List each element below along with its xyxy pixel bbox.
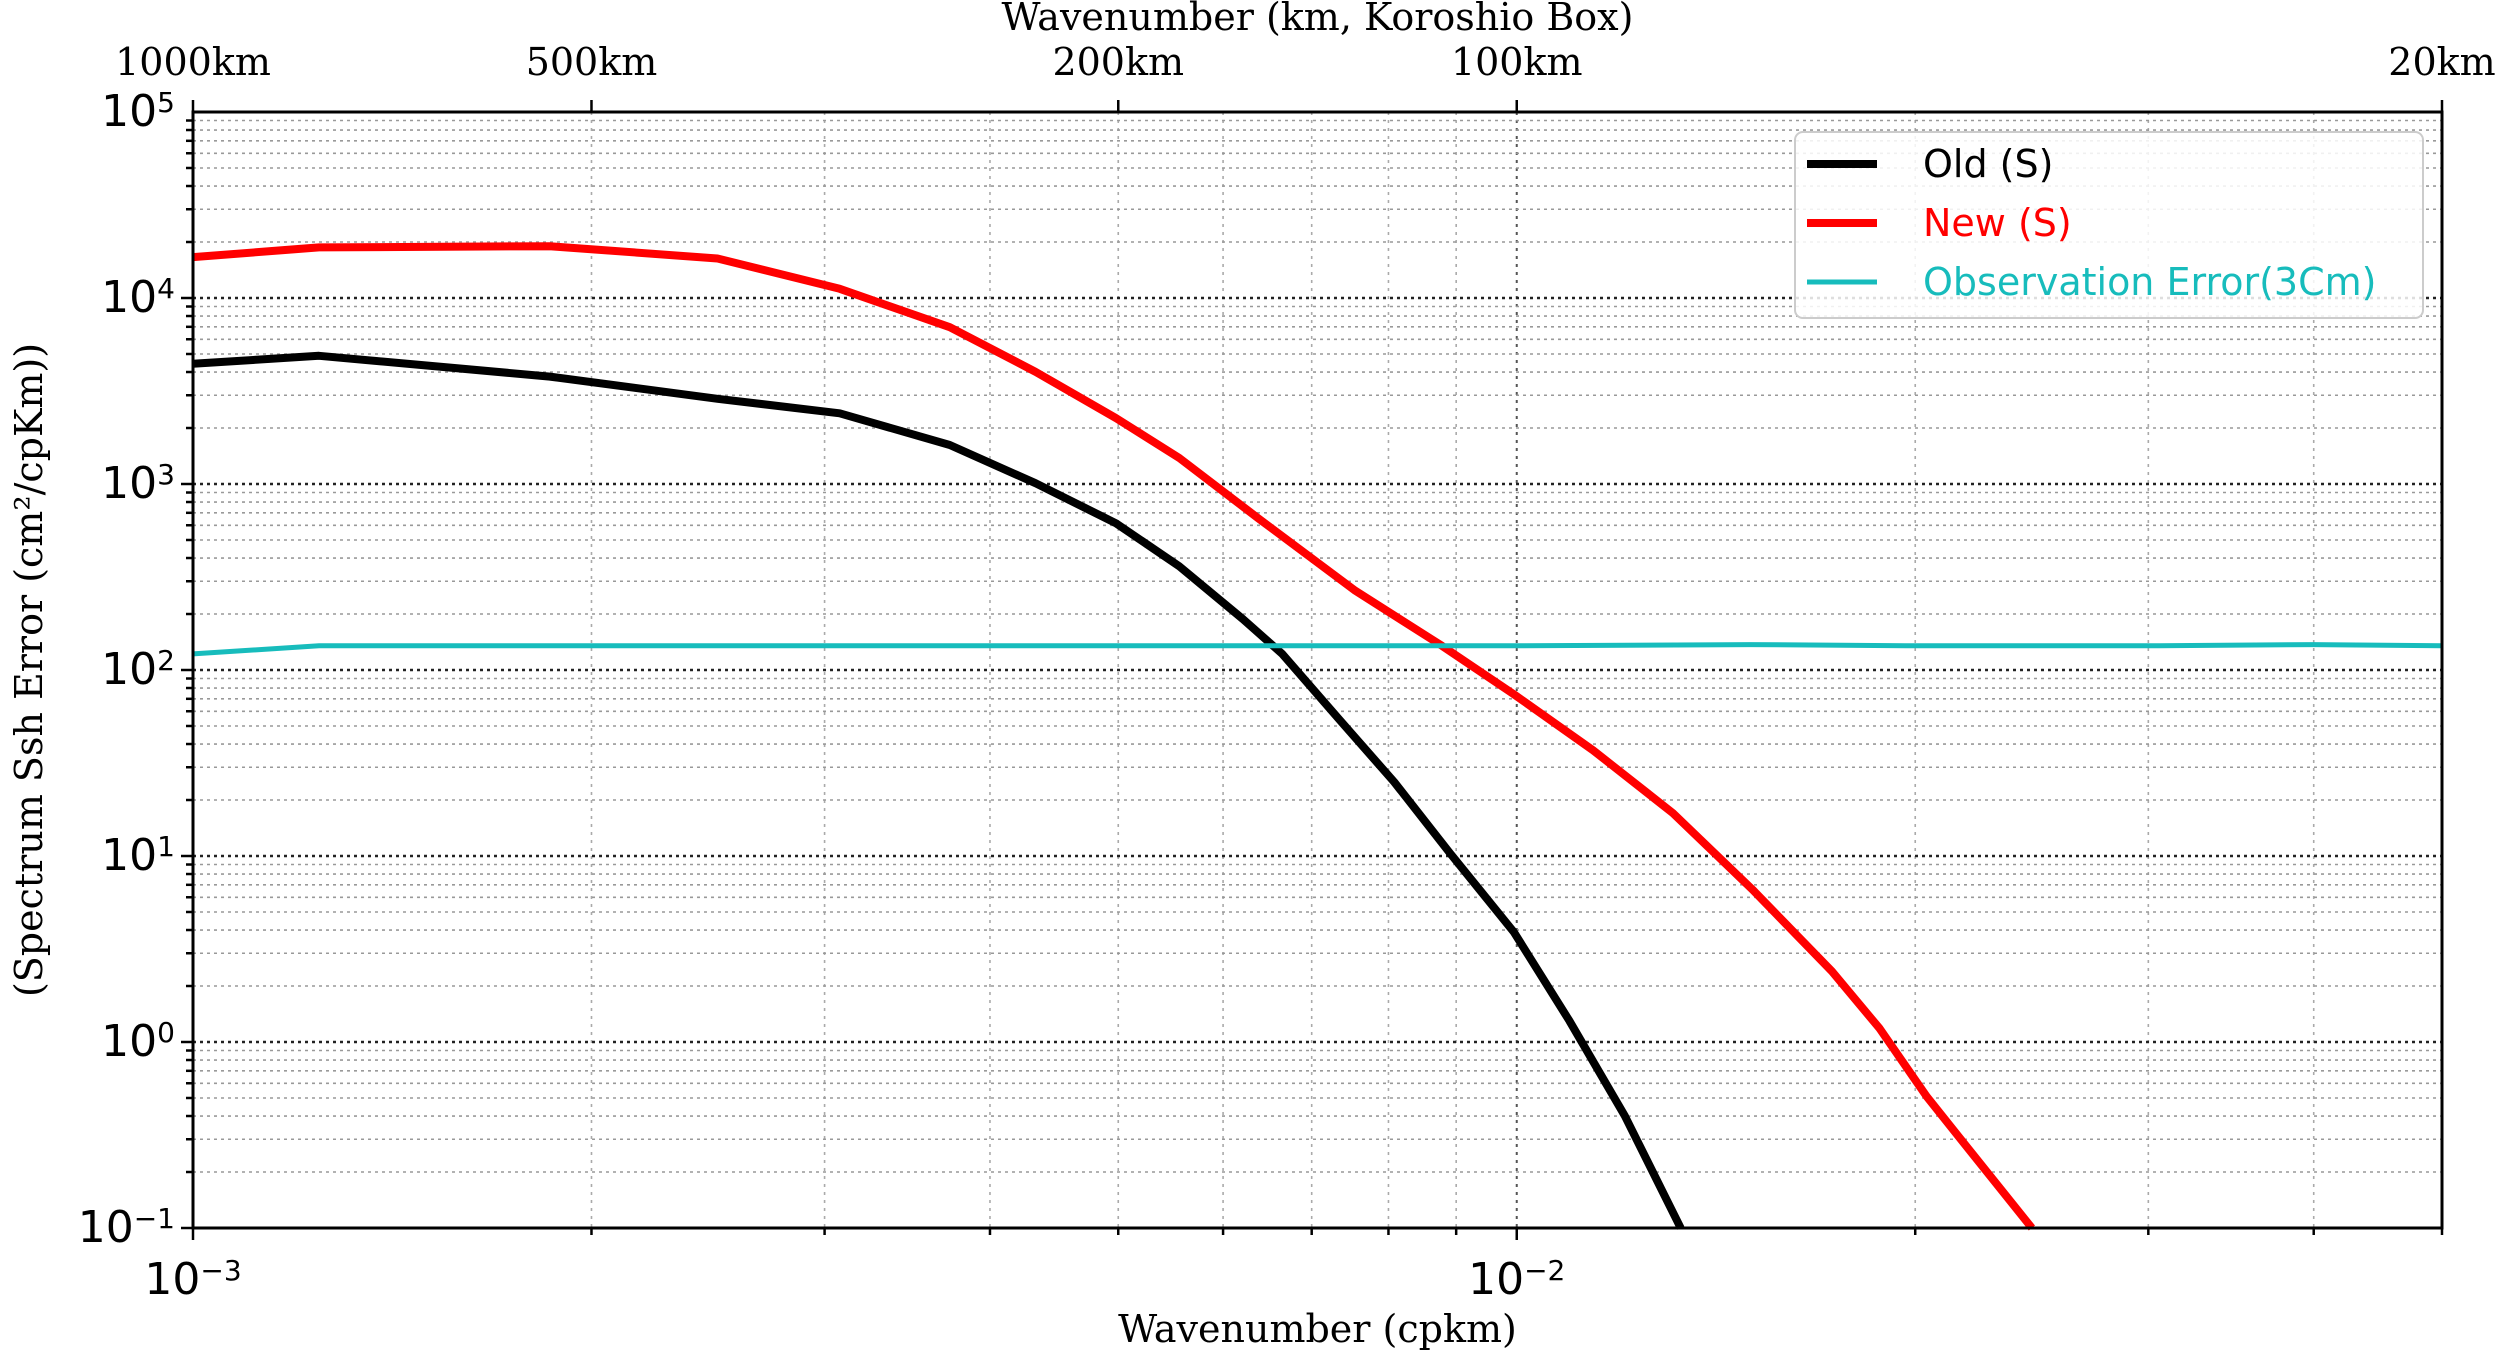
legend-label: Observation Error(3Cm) <box>1923 260 2376 304</box>
tick-label-exponent: 5 <box>157 86 175 119</box>
series-line-observation-error <box>192 642 2443 657</box>
legend-label: New (S) <box>1923 201 2072 245</box>
tick-label-base: 10 <box>101 830 157 881</box>
series-line-new <box>192 242 2036 1231</box>
y-axis-label: (Spectrum Ssh Error (cm²/cpKm)) <box>7 343 51 997</box>
tick-label-exponent: −2 <box>1524 1254 1565 1287</box>
legend-label: Old (S) <box>1923 142 2053 186</box>
x-tick-label: 10−2 <box>1468 1254 1565 1305</box>
top-tick-label: 20km <box>2388 40 2495 84</box>
top-tick-label: 100km <box>1451 40 1583 84</box>
legend-box <box>1794 131 2424 319</box>
y-tick-label: 104 <box>101 272 175 323</box>
tick-label-base: 10 <box>144 1254 200 1305</box>
y-tick-label: 10−1 <box>78 1202 175 1253</box>
tick-label-base: 10 <box>101 458 157 509</box>
tick-label-exponent: 3 <box>157 458 175 491</box>
y-tick-label: 103 <box>101 458 175 509</box>
tick-label-exponent: 1 <box>157 830 175 863</box>
tick-label-exponent: 4 <box>157 272 175 305</box>
tick-label-base: 10 <box>101 1016 157 1067</box>
series-line-old <box>192 351 1685 1230</box>
top-tick-label: 500km <box>526 40 658 84</box>
top-x-axis-label: Wavenumber (km, Koroshio Box) <box>1002 0 1634 39</box>
x-tick-label: 10−3 <box>144 1254 241 1305</box>
legend: Old (S) New (S) Observation Error(3Cm) <box>1794 131 2424 319</box>
tick-label-base: 10 <box>78 1202 134 1253</box>
tick-label-base: 10 <box>101 272 157 323</box>
series-layer <box>192 242 2443 1231</box>
top-tick-label: 200km <box>1052 40 1184 84</box>
y-tick-label: 102 <box>101 644 175 695</box>
tick-label-base: 10 <box>101 644 157 695</box>
tick-label-base: 10 <box>1468 1254 1524 1305</box>
tick-label-base: 10 <box>101 86 157 137</box>
tick-label-exponent: −1 <box>134 1202 175 1235</box>
y-tick-label: 101 <box>101 830 175 881</box>
tick-label-exponent: 2 <box>157 644 175 677</box>
x-axis-label: Wavenumber (cpkm) <box>1118 1307 1517 1351</box>
y-tick-label: 105 <box>101 86 175 137</box>
tick-label-exponent: 0 <box>157 1016 175 1049</box>
y-tick-label: 100 <box>101 1016 175 1067</box>
plot-frame <box>191 110 2444 1230</box>
tick-label-exponent: −3 <box>200 1254 241 1287</box>
top-tick-label: 1000km <box>115 40 271 84</box>
